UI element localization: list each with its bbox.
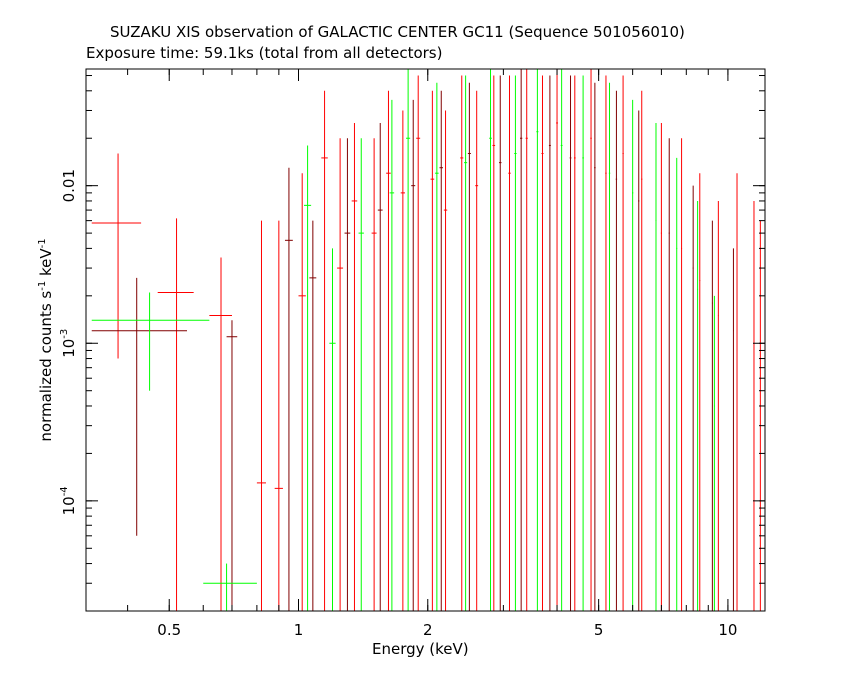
data-point [681, 138, 683, 611]
data-point [569, 75, 572, 611]
data-point [416, 75, 421, 611]
data-point [91, 153, 142, 359]
data-point [660, 122, 662, 611]
data-point [91, 292, 210, 391]
series-0 [91, 69, 761, 611]
data-point [91, 277, 188, 536]
data-point [489, 69, 492, 611]
data-point [717, 200, 719, 611]
chart-subtitle: Exposure time: 59.1ks (total from all de… [86, 44, 443, 62]
data-point [157, 218, 194, 611]
data-point [304, 145, 312, 611]
data-point [298, 173, 306, 611]
data-point [520, 69, 523, 611]
data-point [411, 99, 416, 611]
data-point [615, 90, 618, 611]
y-tick-label: 10-4 [59, 486, 78, 515]
data-point [329, 248, 336, 611]
data-point [548, 75, 551, 611]
data-point [377, 122, 383, 611]
data-point [732, 248, 734, 611]
data-point [556, 69, 558, 611]
data-point [632, 99, 634, 611]
data-point [256, 220, 266, 611]
data-point [582, 75, 584, 611]
data-point [608, 82, 611, 611]
series-1 [91, 69, 734, 611]
data-point [358, 138, 364, 611]
data-point [371, 138, 377, 611]
data-point [605, 75, 607, 611]
data-point [759, 220, 761, 611]
data-point [536, 69, 539, 611]
data-point [753, 200, 755, 611]
data-point [699, 173, 701, 611]
data-point [209, 257, 232, 611]
data-point [274, 220, 283, 611]
data-point [655, 122, 657, 611]
data-point [638, 110, 640, 611]
data-point [541, 75, 544, 611]
x-tick-label: 5 [594, 621, 604, 639]
data-point [344, 138, 351, 611]
x-tick-label: 0.5 [157, 621, 181, 639]
x-tick-label: 10 [718, 621, 737, 639]
data-point [525, 69, 528, 611]
chart-title: SUZAKU XIS observation of GALACTIC CENTE… [110, 23, 685, 41]
data-point [430, 90, 435, 611]
x-tick-label: 1 [294, 621, 304, 639]
plot-frame [85, 68, 766, 612]
data-point [736, 173, 738, 611]
data-point [622, 75, 624, 611]
y-tick-label: 10-3 [59, 329, 78, 358]
data-point [203, 563, 257, 611]
data-point [514, 75, 517, 611]
data-point [439, 90, 443, 611]
data-point [573, 75, 576, 611]
data-point [351, 122, 358, 611]
data-point [443, 110, 448, 611]
data-point [492, 75, 496, 611]
data-point [467, 82, 471, 611]
data-point [676, 157, 678, 611]
x-axis-label: Energy (keV) [372, 640, 469, 658]
data-point [460, 75, 464, 611]
data-point [435, 82, 439, 611]
data-point [321, 90, 328, 611]
data-point [594, 82, 596, 611]
data-point [713, 295, 715, 611]
data-point [475, 90, 479, 611]
data-point [508, 75, 511, 611]
data-point [697, 200, 699, 611]
data-point [386, 90, 391, 611]
data-point [692, 185, 694, 611]
data-point [560, 69, 563, 611]
data-point [668, 138, 670, 611]
data-layer [91, 69, 761, 611]
data-point [406, 69, 411, 611]
data-point [389, 99, 395, 611]
x-tick-label: 2 [423, 621, 433, 639]
data-point [711, 220, 713, 611]
data-point [284, 167, 293, 611]
data-point [400, 110, 405, 611]
data-point [590, 69, 592, 611]
data-point [309, 220, 317, 611]
series-2 [91, 69, 715, 611]
data-point [337, 138, 344, 611]
axis-layer: 0.5 1 2 5 10 10-4 10-3 0.01 [59, 68, 766, 639]
data-point [226, 320, 238, 611]
data-point [498, 75, 502, 611]
y-tick-label: 0.01 [60, 169, 78, 202]
data-point [464, 75, 468, 611]
data-point [641, 90, 643, 611]
